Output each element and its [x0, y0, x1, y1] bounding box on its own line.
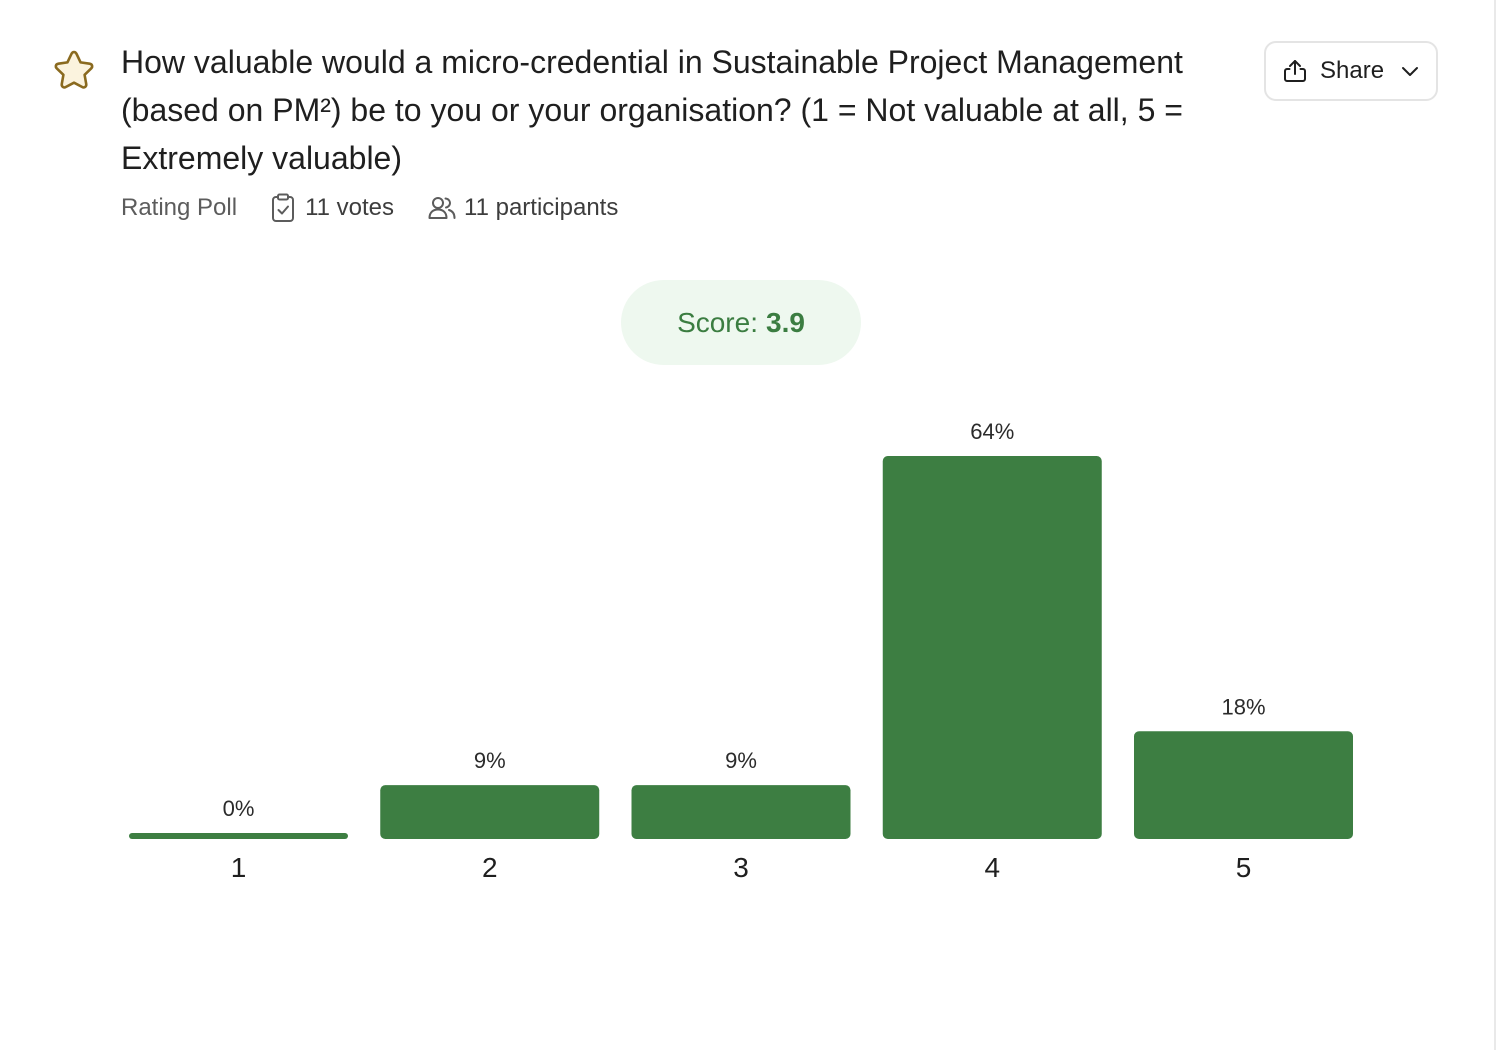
votes-label: 11 votes: [305, 194, 395, 221]
star-icon: [54, 50, 94, 89]
x-tick-label: 2: [482, 852, 498, 883]
bar-1: [129, 833, 348, 839]
share-icon: [1284, 60, 1306, 82]
users-icon: [428, 197, 456, 219]
votes-count: 11 votes: [271, 193, 394, 223]
score-value: 3.9: [766, 306, 805, 338]
panel-edge: [1494, 0, 1496, 1050]
poll-title: How valuable would a micro-credential in…: [121, 44, 1183, 176]
x-tick-label: 1: [231, 852, 247, 883]
score-label: Score:: [677, 306, 758, 338]
bar-value-label: 64%: [970, 419, 1014, 444]
bar-value-label: 0%: [223, 796, 255, 821]
poll-meta: Rating Poll 11 votes 11 participants: [121, 190, 618, 226]
share-label: Share: [1320, 57, 1385, 84]
participants-count: 11 participants: [428, 194, 618, 222]
participants-label: 11 participants: [464, 194, 619, 221]
clipboard-check-icon: [272, 193, 295, 222]
bar-3: [631, 785, 851, 839]
x-tick-label: 4: [984, 852, 1000, 883]
poll-type-label: Rating Poll: [121, 194, 238, 221]
bar-value-label: 9%: [725, 748, 757, 773]
share-button[interactable]: Share: [1264, 41, 1438, 101]
bar-2: [380, 785, 600, 839]
x-tick-label: 3: [733, 852, 749, 883]
score-badge: Score: 3.9: [621, 280, 861, 365]
x-tick-label: 5: [1236, 852, 1252, 883]
chevron-down-icon: [1402, 67, 1419, 76]
bar-4: [882, 456, 1102, 839]
bar-value-label: 18%: [1221, 694, 1265, 719]
bar-5: [1134, 731, 1353, 839]
bar-value-label: 9%: [474, 748, 506, 773]
